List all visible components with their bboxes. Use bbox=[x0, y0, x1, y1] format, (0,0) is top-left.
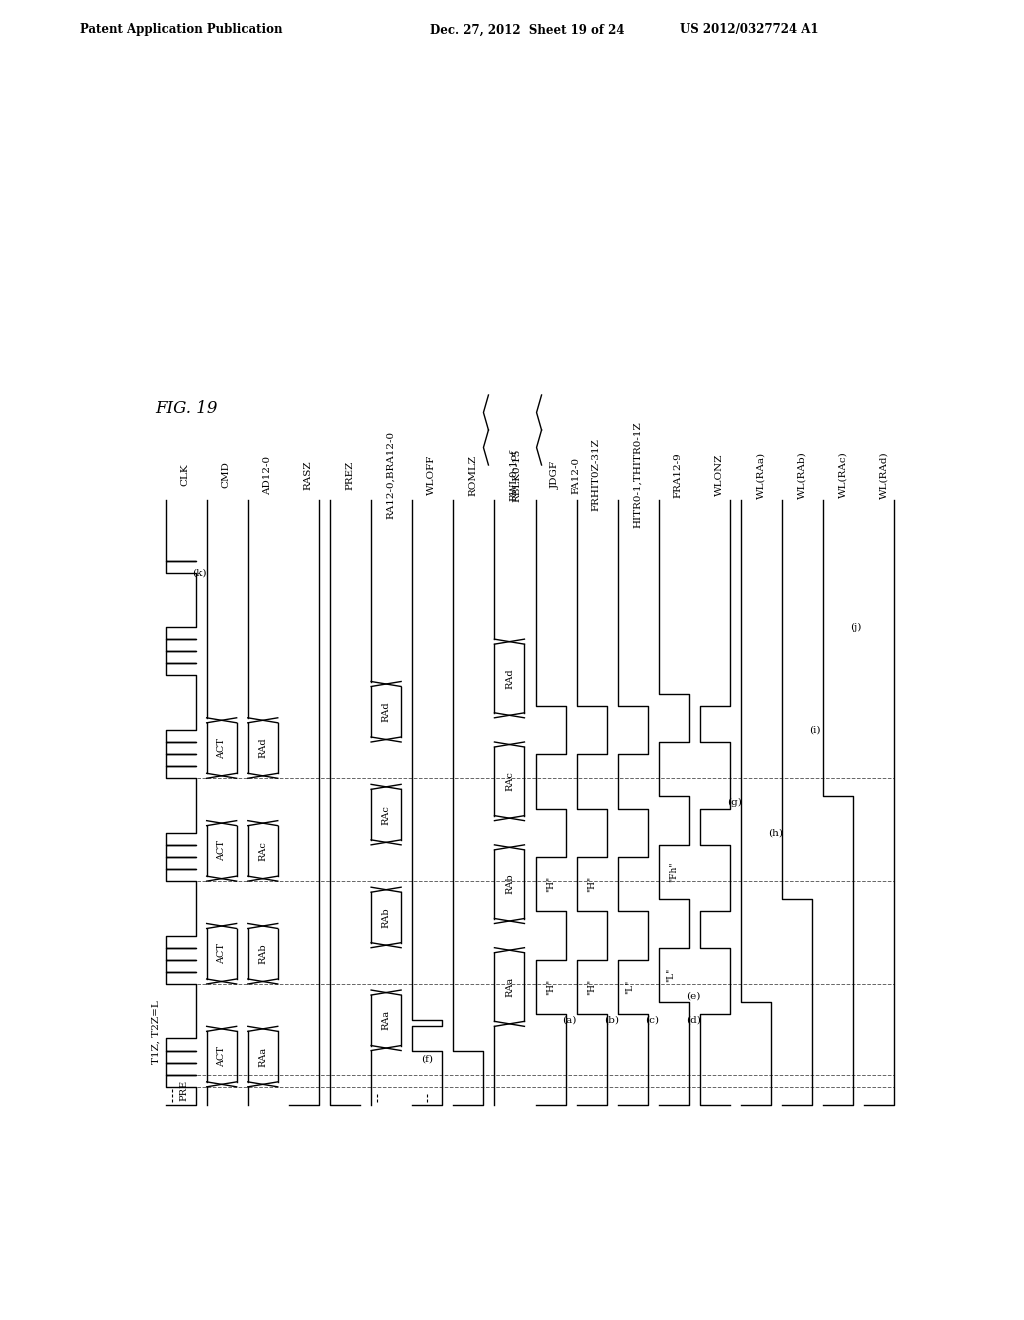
Text: ROMLZ: ROMLZ bbox=[468, 454, 477, 495]
Text: CMD: CMD bbox=[221, 462, 230, 488]
Text: "L": "L" bbox=[667, 968, 676, 982]
Text: RASZ: RASZ bbox=[304, 461, 313, 490]
Text: (e): (e) bbox=[686, 991, 700, 1001]
Text: WL(RAd): WL(RAd) bbox=[880, 451, 889, 499]
Text: (k): (k) bbox=[193, 568, 207, 577]
Text: FA12-0: FA12-0 bbox=[571, 457, 581, 494]
Text: (i): (i) bbox=[809, 726, 820, 734]
Text: "H": "H" bbox=[546, 979, 555, 995]
Text: "Fh": "Fh" bbox=[670, 862, 678, 882]
Text: Patent Application Publication: Patent Application Publication bbox=[80, 24, 283, 37]
Text: RA12-0,BRA12-0: RA12-0,BRA12-0 bbox=[386, 430, 395, 519]
Text: WL(RAc): WL(RAc) bbox=[839, 451, 847, 499]
Text: PREZ: PREZ bbox=[345, 461, 354, 490]
Text: FRHIT0Z-31Z: FRHIT0Z-31Z bbox=[592, 438, 601, 511]
Text: ACT: ACT bbox=[217, 1045, 226, 1067]
Text: RAb: RAb bbox=[382, 907, 390, 928]
Text: T1Z, T2Z=L: T1Z, T2Z=L bbox=[152, 1001, 161, 1064]
Text: CLK: CLK bbox=[180, 463, 189, 486]
Text: JDGF: JDGF bbox=[551, 461, 559, 488]
Text: PRE: PRE bbox=[179, 1080, 188, 1101]
Text: RAd: RAd bbox=[258, 738, 267, 759]
Text: RAb: RAb bbox=[258, 944, 267, 964]
Text: HITR0-1,THITR0-1Z: HITR0-1,THITR0-1Z bbox=[633, 421, 642, 528]
Text: (d): (d) bbox=[686, 1016, 700, 1024]
Text: RAb: RAb bbox=[505, 874, 514, 895]
Text: "H": "H" bbox=[587, 979, 596, 995]
Text: RBLK0-15: RBLK0-15 bbox=[512, 449, 521, 502]
Text: (b): (b) bbox=[604, 1016, 618, 1024]
Text: (j): (j) bbox=[850, 623, 862, 631]
Text: "L": "L" bbox=[626, 979, 634, 994]
Text: WLONZ: WLONZ bbox=[715, 454, 724, 496]
Text: WLOFF: WLOFF bbox=[427, 455, 436, 495]
Text: "H": "H" bbox=[546, 876, 555, 892]
Text: AD12-0: AD12-0 bbox=[263, 455, 271, 495]
Text: Dec. 27, 2012  Sheet 19 of 24: Dec. 27, 2012 Sheet 19 of 24 bbox=[430, 24, 625, 37]
Text: "H": "H" bbox=[587, 876, 596, 892]
Text: RAc: RAc bbox=[505, 771, 514, 791]
Text: (h): (h) bbox=[768, 828, 783, 837]
Text: RAa: RAa bbox=[382, 1010, 390, 1031]
Text: FIG. 19: FIG. 19 bbox=[155, 400, 217, 417]
Text: ACT: ACT bbox=[217, 841, 226, 862]
Text: RAd: RAd bbox=[382, 701, 390, 722]
Text: (a): (a) bbox=[562, 1016, 577, 1024]
Text: (c): (c) bbox=[645, 1016, 658, 1024]
Text: (f): (f) bbox=[421, 1055, 433, 1063]
Text: RAa: RAa bbox=[505, 977, 514, 997]
Text: (g): (g) bbox=[727, 797, 741, 807]
Text: FRA12-9: FRA12-9 bbox=[674, 453, 683, 498]
Text: RAd: RAd bbox=[505, 668, 514, 689]
Text: US 2012/0327724 A1: US 2012/0327724 A1 bbox=[680, 24, 818, 37]
Text: WL(RAb): WL(RAb) bbox=[798, 451, 806, 499]
Text: ACT: ACT bbox=[217, 738, 226, 759]
Text: RAc: RAc bbox=[382, 805, 390, 825]
Text: RAc: RAc bbox=[258, 841, 267, 861]
Text: RWL0-1of: RWL0-1of bbox=[510, 449, 518, 500]
Text: WL(RAa): WL(RAa) bbox=[756, 451, 765, 499]
Text: ACT: ACT bbox=[217, 944, 226, 964]
Text: RAa: RAa bbox=[258, 1047, 267, 1067]
